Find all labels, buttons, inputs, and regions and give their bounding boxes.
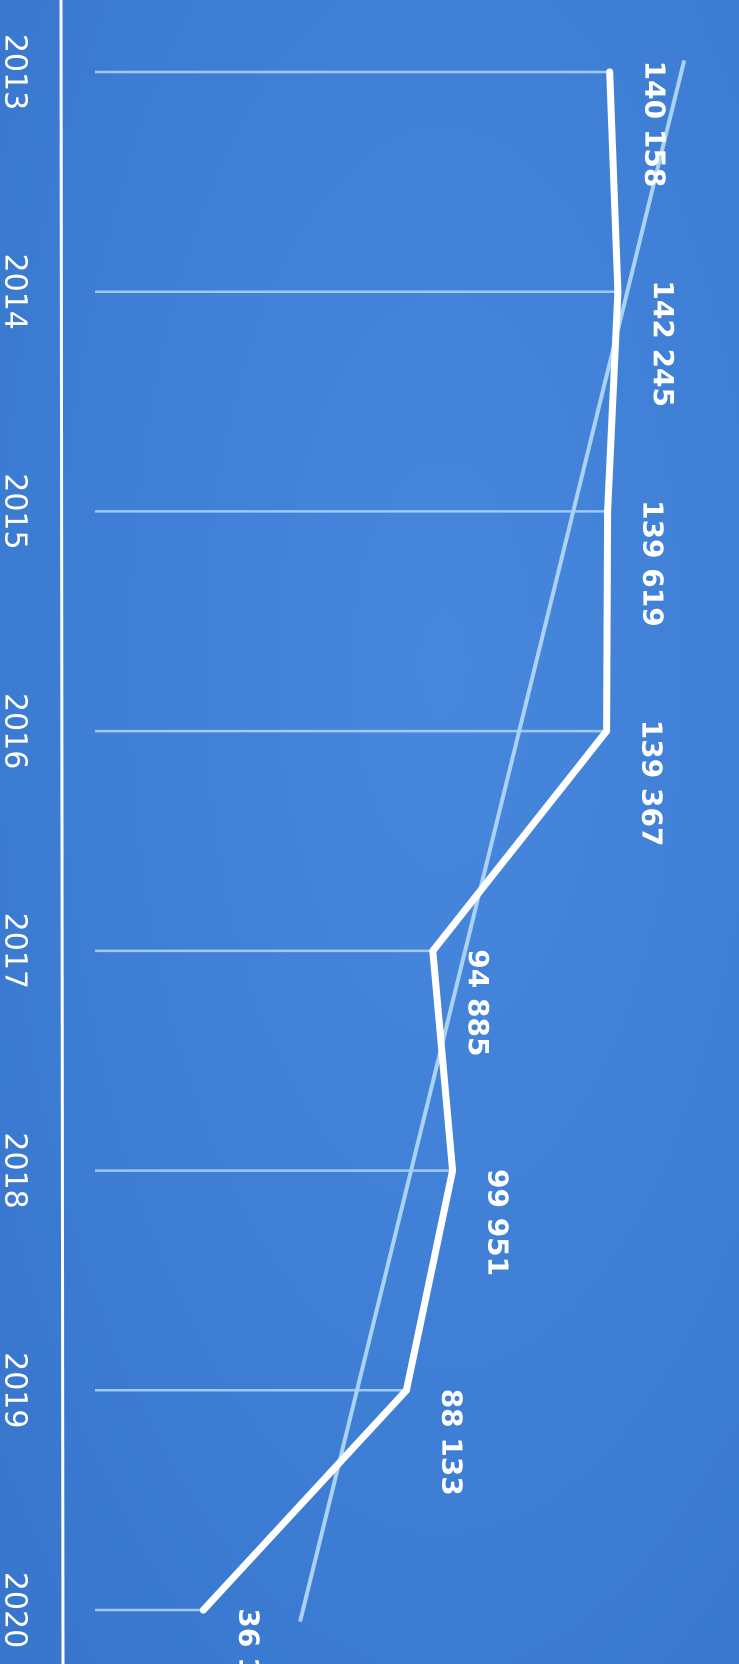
data-label-2020: 36 174 bbox=[232, 1608, 265, 1664]
data-point-2016 bbox=[603, 727, 611, 735]
data-point-2015 bbox=[604, 507, 612, 515]
data-label-2014: 142 245 bbox=[647, 280, 680, 407]
x-tick-labels: 2013 2014 2015 2016 2017 2018 2019 2020 bbox=[0, 34, 33, 1648]
x-tick-label-2015: 2015 bbox=[0, 473, 33, 549]
drop-lines bbox=[95, 70, 618, 1612]
series-layer bbox=[199, 68, 622, 1614]
x-tick-label-2019: 2019 bbox=[0, 1352, 33, 1428]
x-tick-label-2018: 2018 bbox=[0, 1132, 33, 1208]
data-label-2015: 139 619 bbox=[637, 500, 670, 627]
x-tick-label-2014: 2014 bbox=[0, 254, 33, 330]
x-axis-line bbox=[59, 0, 65, 1664]
data-point-2019 bbox=[402, 1386, 410, 1394]
data-point-2020 bbox=[199, 1606, 207, 1614]
x-tick-label-2013: 2013 bbox=[0, 34, 33, 110]
data-point-2014 bbox=[614, 288, 622, 296]
x-tick-label-2017: 2017 bbox=[0, 913, 33, 989]
data-label-2018: 99 951 bbox=[482, 1169, 515, 1276]
data-label-2017: 94 885 bbox=[462, 949, 495, 1056]
data-point-2017 bbox=[429, 947, 437, 955]
data-point-2018 bbox=[449, 1167, 457, 1175]
data-point-2013 bbox=[606, 68, 614, 76]
data-labels: 140 158 142 245 139 619 139 367 94 885 99 951… bbox=[232, 61, 680, 1664]
data-label-2013: 140 158 bbox=[639, 61, 672, 188]
trendline-layer bbox=[298, 60, 686, 1622]
series-line bbox=[199, 68, 622, 1614]
trendline bbox=[298, 60, 686, 1622]
x-tick-label-2016: 2016 bbox=[0, 693, 33, 769]
data-label-2019: 88 133 bbox=[435, 1389, 468, 1496]
data-label-2016: 139 367 bbox=[636, 720, 669, 847]
x-tick-label-2020: 2020 bbox=[0, 1572, 33, 1648]
